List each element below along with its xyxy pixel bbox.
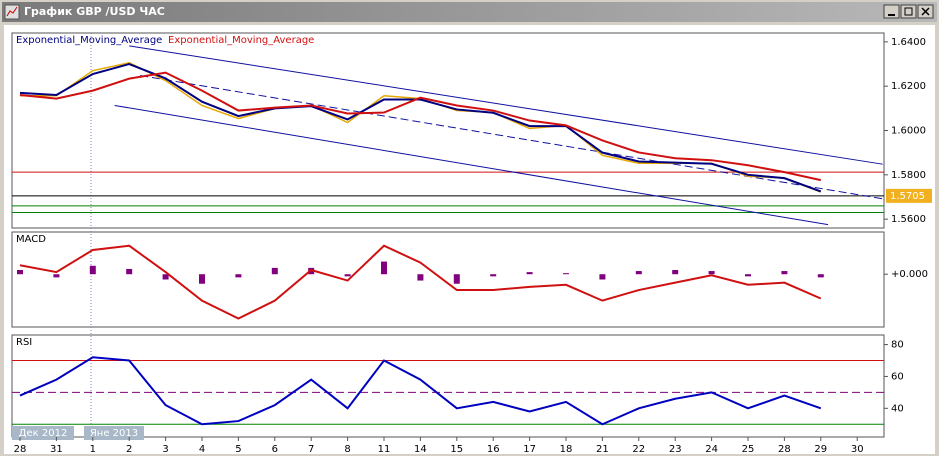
x-tick-label: 28 [14, 444, 27, 455]
x-tick-label: 31 [50, 444, 63, 455]
y-tick-label: 1.5600 [891, 214, 926, 225]
period-tag [84, 426, 144, 440]
panel-title: RSI [16, 337, 32, 348]
x-tick-label: 30 [851, 444, 864, 455]
macd-histogram-bar [817, 274, 824, 278]
title-bar [2, 2, 937, 22]
x-tick-label: 4 [199, 444, 205, 455]
macd-histogram-bar [344, 274, 351, 277]
macd-histogram-bar [599, 274, 606, 280]
minimize-button[interactable] [883, 4, 900, 19]
macd-histogram-bar [417, 274, 424, 281]
x-tick-label: 6 [272, 444, 278, 455]
x-tick-label: 18 [560, 444, 573, 455]
macd-panel [11, 231, 885, 328]
x-tick-label: 8 [344, 444, 350, 455]
window-buttons [883, 4, 934, 19]
macd-histogram-bar [490, 274, 497, 277]
y-tick-label: 1.6000 [891, 126, 926, 137]
rsi-panel [11, 334, 885, 438]
macd-histogram-bar [89, 265, 96, 275]
x-tick-label: 7 [308, 444, 314, 455]
macd-histogram-bar [708, 271, 715, 275]
x-tick-label: 14 [414, 444, 427, 455]
macd-histogram-bar [563, 273, 569, 275]
series-line [19, 71, 822, 182]
panel-title: MACD [16, 234, 46, 245]
y-tick-label: 1.6200 [891, 81, 926, 92]
series-line [19, 62, 822, 193]
macd-histogram-bar [235, 274, 242, 278]
macd-histogram-bar [381, 261, 387, 275]
trend-line [129, 45, 883, 165]
macd-histogram-bar [199, 274, 205, 284]
x-tick-label: 24 [705, 444, 718, 455]
x-tick-label: 21 [596, 444, 609, 455]
chart-area [4, 25, 935, 454]
x-tick-label: 3 [162, 444, 168, 455]
y-tick-label: 1.6400 [891, 37, 926, 48]
y-tick-label: 60 [891, 371, 904, 382]
x-tick-label: 15 [450, 444, 463, 455]
series-line [19, 244, 822, 320]
maximize-button[interactable] [900, 4, 917, 19]
y-tick-label: +0.000 [891, 269, 928, 280]
macd-histogram-bar [53, 274, 60, 278]
x-tick-label: 11 [378, 444, 391, 455]
maximize-glyph [904, 7, 913, 16]
x-tick-label: 22 [632, 444, 645, 455]
macd-histogram-bar [526, 272, 533, 275]
price-tag [886, 188, 932, 203]
macd-histogram-bar [745, 274, 751, 277]
period-tag [12, 426, 74, 440]
y-tick-label: 80 [891, 340, 904, 351]
macd-histogram-bar [126, 268, 133, 275]
x-tick-label: 17 [523, 444, 536, 455]
app-icon-glyph [6, 6, 18, 17]
trend-line [140, 75, 883, 200]
x-tick-label: 5 [235, 444, 241, 455]
x-tick-label: 25 [742, 444, 755, 455]
macd-histogram-bar [781, 271, 788, 275]
x-tick-label: 1 [90, 444, 96, 455]
legend-entry: Exponential_Moving_Average [16, 35, 162, 46]
x-tick-label: 2 [126, 444, 132, 455]
macd-histogram-bar [672, 270, 679, 275]
macd-histogram-bar [635, 271, 642, 275]
price-tag-label: 1.5705 [890, 191, 925, 202]
window-title: График GBP /USD ЧАС [24, 5, 165, 18]
close-glyph [921, 7, 930, 16]
period-label: Дек 2012 [19, 428, 68, 439]
macd-histogram-bar [271, 267, 278, 275]
y-tick-label: 1.5800 [891, 170, 926, 181]
period-label: Яне 2013 [90, 428, 138, 439]
macd-histogram-bar [17, 270, 23, 275]
y-tick-label: 40 [891, 403, 904, 414]
x-tick-label: 29 [814, 444, 827, 455]
macd-histogram-bar [453, 274, 460, 284]
series-line [19, 356, 822, 426]
x-tick-label: 23 [669, 444, 682, 455]
x-tick-label: 28 [778, 444, 791, 455]
legend-entry: Exponential_Moving_Average [168, 35, 314, 46]
macd-histogram-bar [162, 274, 169, 280]
trend-line [114, 104, 829, 226]
x-tick-label: 16 [487, 444, 500, 455]
